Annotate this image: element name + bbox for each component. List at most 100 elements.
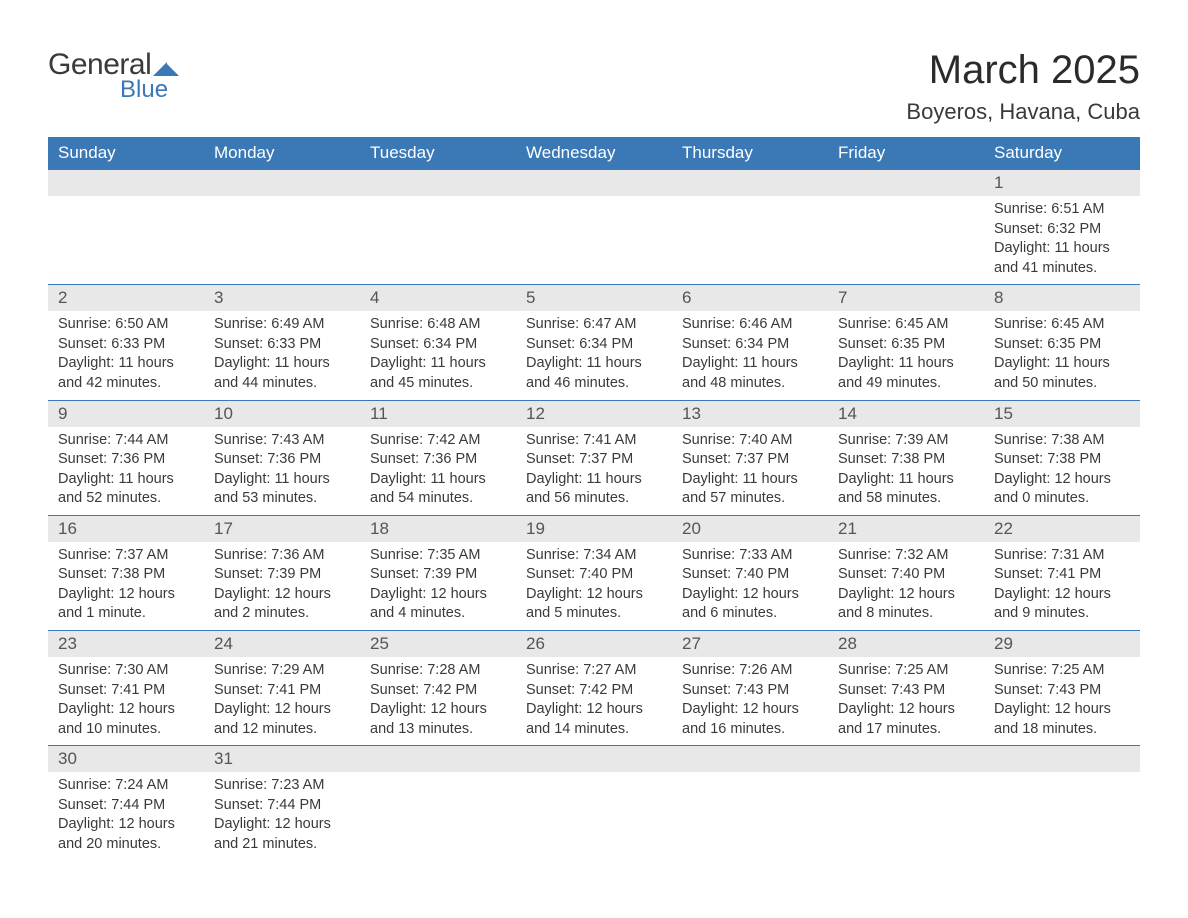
day-sr: Sunrise: 7:29 AM: [214, 661, 350, 681]
day-d2: and 6 minutes.: [682, 604, 818, 624]
day-d1: Daylight: 12 hours: [370, 585, 506, 605]
day-sr: Sunrise: 6:46 AM: [682, 315, 818, 335]
day-d2: and 44 minutes.: [214, 374, 350, 394]
day-d1: Daylight: 11 hours: [214, 354, 350, 374]
day-d2: and 50 minutes.: [994, 374, 1130, 394]
day-data-cell: Sunrise: 7:25 AMSunset: 7:43 PMDaylight:…: [984, 657, 1140, 746]
day-sr: Sunrise: 7:34 AM: [526, 546, 662, 566]
day-number-cell: 12: [516, 400, 672, 427]
week-data-row: Sunrise: 7:37 AMSunset: 7:38 PMDaylight:…: [48, 542, 1140, 631]
month-title: March 2025: [906, 48, 1140, 93]
day-data-cell: Sunrise: 7:38 AMSunset: 7:38 PMDaylight:…: [984, 427, 1140, 516]
day-number-cell: [672, 170, 828, 197]
day-data-cell: [672, 772, 828, 860]
day-ss: Sunset: 7:42 PM: [526, 681, 662, 701]
day-sr: Sunrise: 7:25 AM: [994, 661, 1130, 681]
day-d1: Daylight: 12 hours: [994, 700, 1130, 720]
day-sr: Sunrise: 6:48 AM: [370, 315, 506, 335]
week-data-row: Sunrise: 6:50 AMSunset: 6:33 PMDaylight:…: [48, 311, 1140, 400]
day-sr: Sunrise: 7:36 AM: [214, 546, 350, 566]
day-ss: Sunset: 7:44 PM: [58, 796, 194, 816]
day-sr: Sunrise: 7:27 AM: [526, 661, 662, 681]
day-number-cell: 1: [984, 170, 1140, 197]
day-ss: Sunset: 7:41 PM: [994, 565, 1130, 585]
day-sr: Sunrise: 7:24 AM: [58, 776, 194, 796]
day-data-cell: Sunrise: 7:26 AMSunset: 7:43 PMDaylight:…: [672, 657, 828, 746]
day-header: Wednesday: [516, 137, 672, 170]
day-number-cell: 2: [48, 285, 204, 312]
week-data-row: Sunrise: 7:44 AMSunset: 7:36 PMDaylight:…: [48, 427, 1140, 516]
day-d1: Daylight: 12 hours: [994, 585, 1130, 605]
day-number-cell: 26: [516, 631, 672, 658]
day-ss: Sunset: 6:33 PM: [214, 335, 350, 355]
day-sr: Sunrise: 7:39 AM: [838, 431, 974, 451]
day-ss: Sunset: 7:41 PM: [58, 681, 194, 701]
day-d2: and 42 minutes.: [58, 374, 194, 394]
day-data-cell: Sunrise: 7:41 AMSunset: 7:37 PMDaylight:…: [516, 427, 672, 516]
day-d1: Daylight: 11 hours: [994, 354, 1130, 374]
week-daynum-row: 16171819202122: [48, 515, 1140, 542]
day-d2: and 0 minutes.: [994, 489, 1130, 509]
day-ss: Sunset: 7:40 PM: [526, 565, 662, 585]
day-d2: and 48 minutes.: [682, 374, 818, 394]
day-sr: Sunrise: 7:30 AM: [58, 661, 194, 681]
day-d2: and 21 minutes.: [214, 835, 350, 855]
day-sr: Sunrise: 6:51 AM: [994, 200, 1130, 220]
day-sr: Sunrise: 7:32 AM: [838, 546, 974, 566]
day-d1: Daylight: 12 hours: [526, 700, 662, 720]
day-number-cell: 19: [516, 515, 672, 542]
day-d2: and 16 minutes.: [682, 720, 818, 740]
day-data-cell: Sunrise: 7:24 AMSunset: 7:44 PMDaylight:…: [48, 772, 204, 860]
day-d1: Daylight: 11 hours: [58, 354, 194, 374]
day-number-cell: 17: [204, 515, 360, 542]
day-d1: Daylight: 11 hours: [526, 470, 662, 490]
day-d1: Daylight: 11 hours: [370, 470, 506, 490]
day-d2: and 8 minutes.: [838, 604, 974, 624]
day-number-cell: 31: [204, 746, 360, 773]
week-data-row: Sunrise: 7:30 AMSunset: 7:41 PMDaylight:…: [48, 657, 1140, 746]
day-number-cell: [360, 746, 516, 773]
day-d1: Daylight: 12 hours: [58, 700, 194, 720]
day-sr: Sunrise: 6:47 AM: [526, 315, 662, 335]
day-d2: and 1 minute.: [58, 604, 194, 624]
day-data-cell: Sunrise: 7:29 AMSunset: 7:41 PMDaylight:…: [204, 657, 360, 746]
day-d1: Daylight: 11 hours: [682, 470, 818, 490]
day-header: Tuesday: [360, 137, 516, 170]
day-ss: Sunset: 7:40 PM: [682, 565, 818, 585]
day-data-cell: [516, 772, 672, 860]
day-header: Monday: [204, 137, 360, 170]
day-d2: and 18 minutes.: [994, 720, 1130, 740]
day-d1: Daylight: 11 hours: [838, 470, 974, 490]
week-daynum-row: 2345678: [48, 285, 1140, 312]
day-data-cell: [360, 196, 516, 285]
day-sr: Sunrise: 6:45 AM: [838, 315, 974, 335]
week-daynum-row: 9101112131415: [48, 400, 1140, 427]
day-data-cell: [984, 772, 1140, 860]
day-ss: Sunset: 6:34 PM: [526, 335, 662, 355]
week-data-row: Sunrise: 6:51 AMSunset: 6:32 PMDaylight:…: [48, 196, 1140, 285]
day-data-cell: Sunrise: 6:46 AMSunset: 6:34 PMDaylight:…: [672, 311, 828, 400]
day-d2: and 52 minutes.: [58, 489, 194, 509]
day-number-cell: [828, 170, 984, 197]
brand-word2: Blue: [120, 76, 179, 104]
day-sr: Sunrise: 7:25 AM: [838, 661, 974, 681]
day-d1: Daylight: 12 hours: [58, 815, 194, 835]
day-ss: Sunset: 6:34 PM: [370, 335, 506, 355]
week-daynum-row: 3031: [48, 746, 1140, 773]
day-sr: Sunrise: 7:31 AM: [994, 546, 1130, 566]
day-header: Sunday: [48, 137, 204, 170]
day-ss: Sunset: 7:41 PM: [214, 681, 350, 701]
day-data-cell: [672, 196, 828, 285]
day-number-cell: [516, 170, 672, 197]
day-number-cell: 15: [984, 400, 1140, 427]
day-data-cell: Sunrise: 7:23 AMSunset: 7:44 PMDaylight:…: [204, 772, 360, 860]
day-ss: Sunset: 7:38 PM: [838, 450, 974, 470]
day-data-cell: Sunrise: 7:36 AMSunset: 7:39 PMDaylight:…: [204, 542, 360, 631]
day-sr: Sunrise: 7:35 AM: [370, 546, 506, 566]
day-d2: and 14 minutes.: [526, 720, 662, 740]
day-data-cell: Sunrise: 7:34 AMSunset: 7:40 PMDaylight:…: [516, 542, 672, 631]
day-ss: Sunset: 7:43 PM: [994, 681, 1130, 701]
day-d1: Daylight: 12 hours: [58, 585, 194, 605]
day-data-cell: Sunrise: 7:27 AMSunset: 7:42 PMDaylight:…: [516, 657, 672, 746]
day-sr: Sunrise: 6:50 AM: [58, 315, 194, 335]
